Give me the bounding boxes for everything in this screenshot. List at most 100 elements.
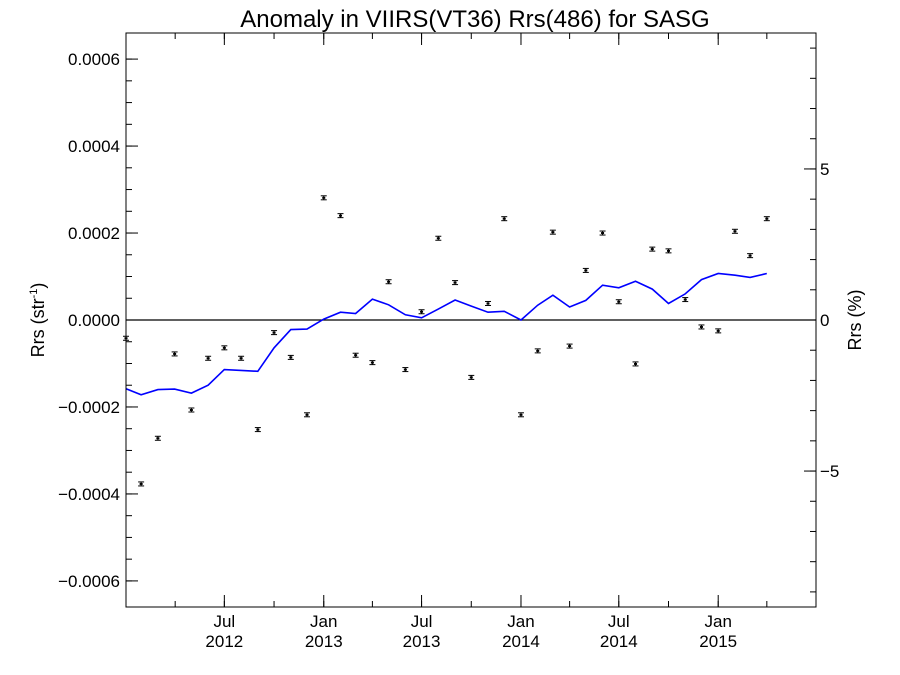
point-marker	[403, 368, 407, 371]
point-marker	[420, 310, 424, 313]
point-marker	[601, 232, 605, 235]
y-tick-label: 0.0000	[68, 311, 120, 330]
point-marker	[666, 249, 670, 252]
data-point	[435, 235, 442, 241]
y2-tick-label: 5	[820, 160, 829, 179]
x-tick-label-year: 2015	[699, 632, 737, 651]
y2-tick-label: 0	[820, 311, 829, 330]
data-point	[468, 374, 475, 380]
point-marker	[536, 349, 540, 352]
x-tick-label-month: Jul	[608, 612, 630, 631]
point-marker	[453, 281, 457, 284]
point-marker	[173, 352, 177, 355]
data-point	[763, 216, 770, 222]
point-marker	[486, 302, 490, 305]
point-marker	[650, 248, 654, 251]
point-marker	[354, 354, 358, 357]
trend-line	[125, 272, 767, 396]
point-marker	[206, 357, 210, 360]
data-point	[221, 345, 228, 351]
data-point	[632, 361, 639, 367]
data-point	[304, 412, 311, 418]
point-marker	[305, 413, 309, 416]
x-tick-label-year: 2013	[305, 632, 343, 651]
point-marker	[617, 300, 621, 303]
point-marker	[502, 217, 506, 220]
data-point	[501, 216, 508, 222]
point-marker	[716, 329, 720, 332]
x-tick-label-month: Jul	[213, 612, 235, 631]
plot-frame	[125, 32, 817, 608]
point-marker	[256, 428, 260, 431]
point-marker	[634, 362, 638, 365]
point-marker	[469, 376, 473, 379]
y-tick-label: 0.0004	[68, 137, 120, 156]
data-point	[138, 481, 145, 487]
data-point	[747, 253, 754, 259]
data-point	[665, 248, 672, 254]
chart-title: Anomaly in VIIRS(VT36) Rrs(486) for SASG	[240, 6, 709, 33]
point-marker	[584, 269, 588, 272]
data-point	[188, 407, 195, 413]
x-tick-label-year: 2012	[205, 632, 243, 651]
y-tick-label: 0.0006	[68, 50, 120, 69]
data-point	[171, 351, 178, 357]
x-tick-label-year: 2014	[502, 632, 540, 651]
point-marker	[748, 254, 752, 257]
data-point	[534, 348, 541, 354]
point-marker	[272, 331, 276, 334]
data-point	[320, 195, 327, 201]
x-tick-label-year: 2013	[403, 632, 441, 651]
x-tick-label-year: 2014	[600, 632, 638, 651]
point-marker	[339, 214, 343, 217]
x-tick-label-month: Jan	[507, 612, 534, 631]
point-marker	[551, 231, 555, 234]
y-tick-label: 0.0002	[68, 224, 120, 243]
point-marker	[699, 325, 703, 328]
data-point	[418, 309, 425, 315]
x-tick-label-month: Jan	[704, 612, 731, 631]
data-points-layer	[123, 195, 770, 487]
point-marker	[765, 217, 769, 220]
point-marker	[222, 346, 226, 349]
point-marker	[519, 413, 523, 416]
x-tick-label-month: Jan	[310, 612, 337, 631]
data-point	[271, 330, 278, 336]
data-point	[698, 324, 705, 330]
point-marker	[387, 280, 391, 283]
data-point	[682, 297, 689, 303]
data-point	[402, 367, 409, 373]
data-point	[254, 427, 261, 433]
data-point	[517, 412, 524, 418]
data-point	[615, 299, 622, 305]
data-point	[715, 328, 722, 334]
data-point	[599, 230, 606, 236]
point-marker	[322, 196, 326, 199]
trend-line-layer	[125, 272, 767, 396]
x-tick-label-month: Jul	[411, 612, 433, 631]
data-point	[337, 213, 344, 219]
y-tick-label: −0.0002	[58, 398, 120, 417]
data-point	[731, 228, 738, 234]
axis-ticks: 0.0006 0.0004 0.0002 0.0000 −0.0002 −0.0004 −0…	[58, 33, 839, 651]
data-point	[485, 300, 492, 306]
data-point	[154, 435, 161, 441]
data-point	[452, 280, 459, 286]
point-marker	[733, 230, 737, 233]
data-point	[369, 360, 376, 366]
point-marker	[239, 357, 243, 360]
y-tick-label: −0.0004	[58, 485, 120, 504]
point-marker	[370, 361, 374, 364]
data-point	[549, 229, 556, 235]
y2-axis-label: Rrs (%)	[845, 290, 865, 351]
data-point	[582, 267, 589, 273]
data-point	[238, 355, 245, 361]
point-marker	[156, 437, 160, 440]
point-marker	[139, 482, 143, 485]
data-point	[287, 354, 294, 360]
y-axis-label: Rrs (str-1)	[28, 283, 48, 358]
point-marker	[289, 356, 293, 359]
data-point	[385, 279, 392, 285]
data-point	[566, 343, 573, 349]
